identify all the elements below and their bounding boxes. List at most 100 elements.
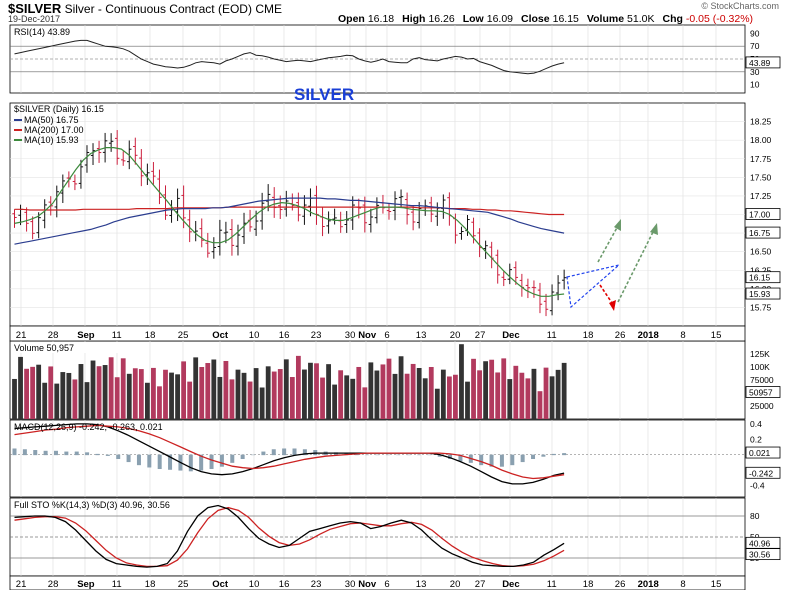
x-tick-label: 20: [450, 330, 461, 341]
volume-bar: [519, 372, 525, 419]
volume-bar: [459, 344, 464, 419]
x-tick-label: 11: [547, 330, 557, 341]
volume-bar: [217, 376, 223, 419]
ohlc-value: 16.09: [486, 13, 514, 25]
macd-histogram-bar: [458, 454, 463, 462]
volume-bar: [241, 372, 247, 419]
price-y-tick: 15.75: [750, 302, 772, 312]
x-tick-label: Dec: [502, 579, 519, 590]
ohlc-value: 16.15: [552, 13, 579, 25]
volume-bar: [362, 387, 368, 419]
volume-bar: [60, 372, 66, 419]
macd-histogram-bar: [188, 454, 193, 472]
macd-histogram-bar: [448, 454, 453, 459]
macd-histogram-bar: [157, 454, 162, 470]
panel-frame-macd: [9, 419, 746, 498]
price-tag-ma200-box: [745, 208, 781, 220]
x-tick-label: 21: [16, 579, 27, 590]
volume-bar: [513, 365, 519, 419]
volume-bar: [126, 373, 132, 419]
volume-bar: [157, 386, 162, 419]
macd-histogram-bar: [406, 454, 411, 456]
x-tick-label: Nov: [358, 579, 377, 590]
volume-bar: [48, 366, 54, 419]
volume-y-tick: 75000: [750, 375, 774, 385]
macd-histogram-bar: [12, 448, 17, 456]
x-tick-label: 10: [249, 579, 260, 590]
macd-histogram-bar: [551, 453, 556, 456]
volume-bar: [12, 378, 17, 419]
macd-histogram-bar: [437, 454, 442, 457]
volume-bar: [132, 368, 138, 419]
x-tick-label: 18: [583, 330, 594, 341]
volume-bar: [434, 388, 440, 419]
wedge-annotation: [566, 264, 620, 309]
rsi-y-tick: 30: [750, 67, 760, 77]
x-tick-label: 26: [615, 330, 626, 341]
x-tick-label: 11: [112, 579, 122, 590]
macd-histogram-bar: [136, 454, 141, 466]
volume-bar: [561, 362, 567, 419]
x-tick-label: 27: [475, 579, 486, 590]
up-arrowhead-1: [614, 219, 621, 231]
volume-bar: [30, 366, 36, 419]
volume-bar: [120, 358, 126, 419]
rsi-y-tick: 70: [750, 41, 760, 51]
up-arrowhead-2: [650, 223, 658, 235]
x-tick-label: 18: [145, 330, 156, 341]
macd-histogram-bar: [22, 449, 27, 456]
signal-line: [14, 424, 565, 480]
macd-y-tick: 0.2: [750, 434, 762, 444]
ma50-legend: MA(50) 16.75: [24, 115, 79, 125]
volume-bar: [440, 369, 446, 419]
sto-d-tag-box: [745, 548, 781, 561]
x-tick-label: 11: [112, 330, 122, 341]
x-tick-label: 27: [475, 330, 486, 341]
ma10-line: [14, 147, 565, 297]
rsi-value-tag: 43.89: [749, 58, 771, 68]
volume-bar: [302, 369, 307, 419]
x-axis-band-upper: [9, 325, 746, 342]
volume-bar: [193, 357, 199, 419]
volume-bar: [235, 369, 241, 419]
volume-y-tick: 125K: [750, 349, 770, 359]
rsi-line: [14, 39, 565, 75]
ma200-line: [14, 206, 565, 216]
volume-bar: [211, 359, 217, 419]
macd-value-tag: -0.242: [749, 468, 773, 478]
volume-bar: [386, 358, 392, 419]
volume-bar: [392, 373, 398, 419]
macd-histogram-bar: [499, 454, 504, 467]
up-arrow-annotation-1: [597, 223, 620, 263]
macd-hist-tag-box: [745, 446, 781, 459]
price-tag-ma10-box: [745, 287, 781, 300]
macd-histogram-bar: [396, 454, 401, 456]
x-tick-label: Oct: [212, 579, 229, 590]
volume-y-tick: 25000: [750, 401, 774, 411]
volume-bar: [338, 370, 344, 419]
macd-histogram-bar: [105, 454, 110, 456]
x-tick-label: 2018: [638, 330, 659, 341]
volume-legend: Volume 50,957: [14, 343, 74, 353]
macd-histogram-bar: [520, 454, 525, 463]
x-tick-label: 25: [178, 330, 189, 341]
volume-bar: [84, 382, 90, 419]
macd-histogram-bar: [116, 454, 121, 459]
x-tick-label: 13: [416, 579, 427, 590]
volume-bar: [72, 379, 78, 419]
x-tick-label: 10: [249, 330, 260, 341]
x-tick-label: 30: [345, 579, 356, 590]
macd-histogram-bar: [365, 454, 370, 456]
volume-bar: [90, 360, 96, 419]
volume-bar: [398, 356, 404, 419]
ohlc-value: 51.0K: [627, 13, 655, 25]
volume-bar: [96, 366, 102, 419]
volume-bar: [289, 377, 295, 419]
macd-y-tick: -0.4: [750, 480, 765, 490]
price-tag-ma10: 15.93: [749, 289, 771, 299]
x-tick-label: 20: [450, 579, 461, 590]
price-legend: $SILVER (Daily) 16.15: [14, 104, 104, 114]
volume-bar: [144, 382, 150, 419]
macd-histogram-bar: [416, 454, 421, 456]
